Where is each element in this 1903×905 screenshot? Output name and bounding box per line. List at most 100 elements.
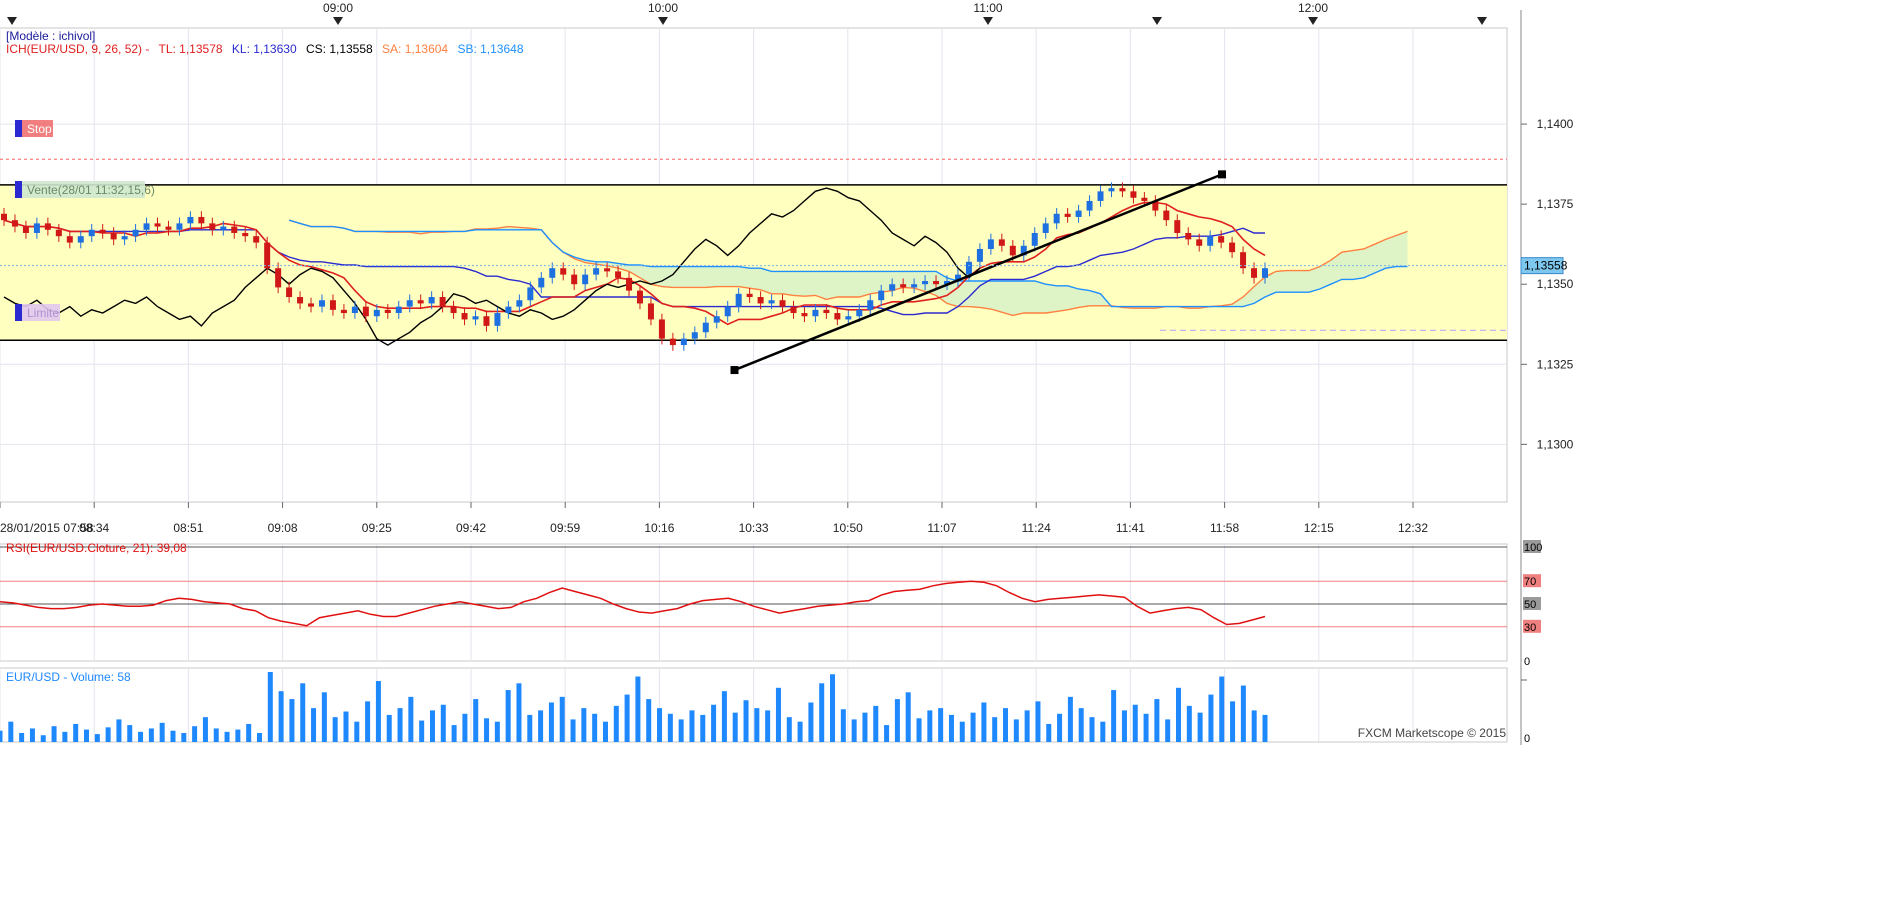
volume-bar: [592, 713, 598, 742]
candle-body: [143, 223, 150, 230]
volume-bar: [721, 691, 727, 742]
candle-body: [373, 309, 380, 317]
candle-body: [1075, 210, 1082, 217]
candle-body: [823, 309, 830, 314]
volume-bar: [538, 710, 544, 742]
volume-bar: [1165, 719, 1171, 742]
volume-bar: [548, 702, 554, 742]
volume-bar: [765, 710, 771, 742]
candle-body: [1174, 220, 1181, 233]
limit-order-label[interactable]: Limite: [15, 304, 60, 321]
volume-bar: [862, 712, 868, 742]
candle-body: [1240, 252, 1247, 269]
volume-bar: [938, 708, 944, 742]
volume-bar: [1100, 721, 1106, 742]
top-time-marker: [983, 17, 993, 25]
candle-body: [702, 322, 709, 333]
volume-bar: [321, 692, 327, 742]
candle-body: [33, 223, 40, 233]
volume-bar: [959, 721, 965, 742]
price-axis: 1,1400 1,1375 1,1350 1,1325 1,1300: [1521, 117, 1574, 451]
volume-bar: [1197, 712, 1203, 742]
top-time-marker: [7, 17, 17, 25]
candle-body: [472, 316, 479, 320]
volume-bar: [62, 731, 68, 742]
candle-body: [1009, 245, 1016, 256]
candle-body: [1141, 197, 1148, 201]
volume-bar: [397, 708, 403, 742]
rsi-line: [0, 580, 1266, 627]
volume-bar: [1078, 708, 1084, 742]
candle-body: [604, 268, 611, 272]
candle-body: [1, 213, 7, 221]
candle-body: [253, 236, 260, 243]
candle-body: [1185, 232, 1192, 240]
candle-body: [845, 316, 852, 320]
candle-body: [88, 229, 95, 237]
volume-bar: [181, 732, 187, 742]
candle-body: [560, 268, 567, 275]
candle-body: [494, 313, 501, 326]
trendline[interactable]: [730, 170, 1227, 375]
candle-body: [395, 306, 402, 314]
candle-body: [1130, 191, 1137, 198]
x-tick-label: 10:33: [739, 521, 769, 535]
candle-body: [1119, 188, 1126, 192]
volume-bar: [8, 721, 14, 742]
rsi-tick-bg: [1523, 619, 1541, 633]
volume-bar: [830, 674, 836, 742]
candle-body: [944, 281, 951, 285]
candle-body: [231, 226, 238, 233]
candle-body: [593, 268, 600, 275]
y-tick-label: 1,1300: [1537, 437, 1574, 451]
volume-tick-label: 0: [1524, 733, 1530, 745]
candle-body: [165, 226, 172, 230]
volume-bar: [127, 725, 133, 742]
volume-bar: [94, 734, 100, 742]
volume-bar: [505, 690, 511, 742]
tenkan-value: TL: 1,13578: [159, 42, 223, 56]
candle-body: [11, 220, 18, 227]
volume-bar: [602, 721, 608, 742]
candle-body: [998, 239, 1005, 246]
volume-bar: [1024, 710, 1030, 742]
y-tick-label: 1,1400: [1537, 117, 1574, 131]
candle-body: [66, 236, 73, 243]
volume-bar: [657, 708, 663, 742]
candle-body: [384, 309, 391, 314]
candle-body: [746, 293, 753, 298]
candle-body: [691, 332, 698, 339]
candle-body: [297, 297, 304, 304]
candle-body: [669, 338, 676, 346]
x-tick-label: 28/01/2015 07:58: [0, 521, 94, 535]
volume-bar: [527, 714, 533, 742]
volume-bar: [138, 731, 144, 742]
volume-bar: [73, 723, 79, 742]
senkou-b-value: SB: 1,13648: [457, 42, 523, 56]
candle-body: [329, 300, 336, 310]
volume-bar: [851, 719, 857, 742]
candle-body: [198, 216, 205, 224]
candle-body: [1064, 213, 1071, 217]
x-tick-label: 09:25: [362, 521, 392, 535]
volume-bar: [689, 710, 695, 742]
volume-bar: [429, 710, 435, 742]
candle-body: [220, 226, 227, 230]
volume-bar: [289, 699, 295, 742]
x-tick-label: 11:41: [1116, 521, 1145, 535]
candle-body: [461, 313, 468, 320]
volume-bar: [235, 729, 241, 742]
stop-order-label[interactable]: Stop: [15, 120, 53, 137]
candle-body: [790, 306, 797, 314]
kijun-line: [3, 219, 1265, 316]
limit-text: Limite: [27, 306, 59, 320]
candle-body: [340, 309, 347, 314]
rsi-gridlines: [0, 544, 1414, 661]
sell-order-label[interactable]: Vente(28/01 11:32,15,6): [15, 181, 155, 198]
volume-bar: [484, 718, 490, 742]
volume-bar: [570, 719, 576, 742]
volume-bar: [635, 676, 641, 742]
volume-bar: [451, 725, 457, 742]
